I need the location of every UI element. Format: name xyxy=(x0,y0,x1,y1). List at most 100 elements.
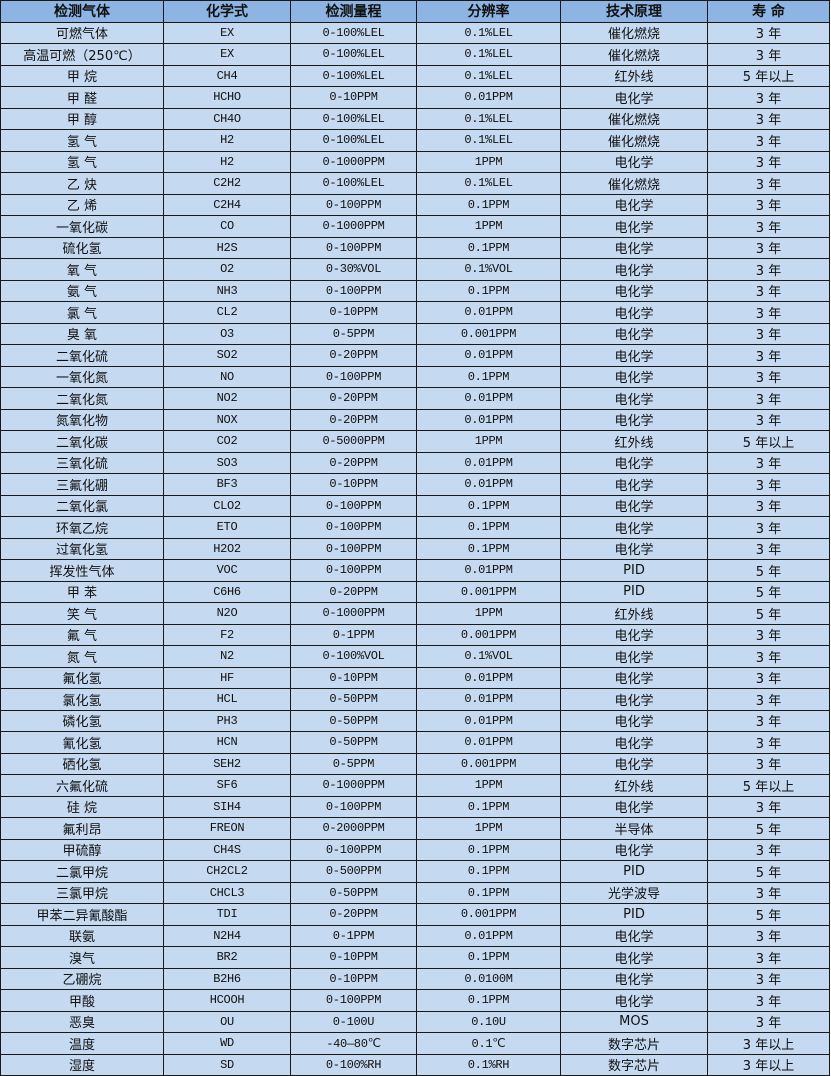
table-row: 二氧化氮 NO2 0-20PPM 0.01PPM 电化学 3 年 xyxy=(0,387,830,410)
resolution-cell: 1PPM xyxy=(416,774,561,797)
principle-cell: PID xyxy=(560,903,708,926)
lifetime-cell: 3 年 xyxy=(707,215,830,238)
range-cell: 0-100%VOL xyxy=(290,645,417,668)
formula-cell: HCHO xyxy=(163,86,291,109)
resolution-cell: 0.1PPM xyxy=(416,860,561,883)
header-range: 检测量程 xyxy=(290,0,417,23)
gas-name-cell: 二氯甲烷 xyxy=(0,860,164,883)
formula-cell: NH3 xyxy=(163,279,291,302)
resolution-cell: 0.01PPM xyxy=(416,924,561,947)
lifetime-cell: 5 年以上 xyxy=(707,64,830,87)
lifetime-cell: 5 年 xyxy=(707,903,830,926)
header-resolution: 分辨率 xyxy=(416,0,561,23)
lifetime-cell: 3 年 xyxy=(707,731,830,754)
table-row: 三氯甲烷 CHCL3 0-50PPM 0.1PPM 光学波导 3 年 xyxy=(0,881,830,904)
principle-cell: 电化学 xyxy=(560,301,708,324)
resolution-cell: 0.001PPM xyxy=(416,752,561,775)
table-row: 臭 氧 O3 0-5PPM 0.001PPM 电化学 3 年 xyxy=(0,322,830,345)
principle-cell: 催化燃烧 xyxy=(560,21,708,44)
resolution-cell: 0.1PPM xyxy=(416,279,561,302)
table-row: 氟化氢 HF 0-10PPM 0.01PPM 电化学 3 年 xyxy=(0,666,830,689)
resolution-cell: 0.1%RH xyxy=(416,1053,561,1076)
lifetime-cell: 3 年 xyxy=(707,946,830,969)
principle-cell: 电化学 xyxy=(560,279,708,302)
resolution-cell: 0.1PPM xyxy=(416,193,561,216)
gas-name-cell: 氮氧化物 xyxy=(0,408,164,431)
table-row: 硒化氢 SEH2 0-5PPM 0.001PPM 电化学 3 年 xyxy=(0,752,830,775)
formula-cell: CH4S xyxy=(163,838,291,861)
principle-cell: 催化燃烧 xyxy=(560,107,708,130)
header-gas: 检测气体 xyxy=(0,0,164,23)
formula-cell: OU xyxy=(163,1010,291,1033)
resolution-cell: 0.1℃ xyxy=(416,1032,561,1055)
table-row: 二氧化氯 CLO2 0-100PPM 0.1PPM 电化学 3 年 xyxy=(0,494,830,517)
range-cell: 0-100PPM xyxy=(290,279,417,302)
lifetime-cell: 5 年以上 xyxy=(707,430,830,453)
formula-cell: ETO xyxy=(163,516,291,539)
table-row: 硫化氢 H2S 0-100PPM 0.1PPM 电化学 3 年 xyxy=(0,236,830,259)
gas-name-cell: 氨 气 xyxy=(0,279,164,302)
range-cell: 0-10PPM xyxy=(290,666,417,689)
gas-name-cell: 氰化氢 xyxy=(0,731,164,754)
lifetime-cell: 3 年 xyxy=(707,193,830,216)
lifetime-cell: 3 年 xyxy=(707,129,830,152)
gas-name-cell: 甲酸 xyxy=(0,989,164,1012)
range-cell: -40—80℃ xyxy=(290,1032,417,1055)
formula-cell: SD xyxy=(163,1053,291,1076)
resolution-cell: 0.01PPM xyxy=(416,709,561,732)
lifetime-cell: 3 年以上 xyxy=(707,1032,830,1055)
lifetime-cell: 3 年 xyxy=(707,408,830,431)
formula-cell: N2 xyxy=(163,645,291,668)
table-row: 甲 苯 C6H6 0-20PPM 0.001PPM PID 5 年 xyxy=(0,580,830,603)
table-row: 二氯甲烷 CH2CL2 0-500PPM 0.1PPM PID 5 年 xyxy=(0,860,830,883)
gas-name-cell: 硒化氢 xyxy=(0,752,164,775)
principle-cell: 电化学 xyxy=(560,150,708,173)
range-cell: 0-5000PPM xyxy=(290,430,417,453)
lifetime-cell: 3 年 xyxy=(707,473,830,496)
resolution-cell: 0.01PPM xyxy=(416,559,561,582)
lifetime-cell: 3 年 xyxy=(707,21,830,44)
gas-name-cell: 二氧化碳 xyxy=(0,430,164,453)
range-cell: 0-20PPM xyxy=(290,451,417,474)
gas-name-cell: 氢 气 xyxy=(0,129,164,152)
lifetime-cell: 3 年 xyxy=(707,838,830,861)
lifetime-cell: 3 年 xyxy=(707,107,830,130)
range-cell: 0-100U xyxy=(290,1010,417,1033)
gas-name-cell: 甲苯二异氰酸酯 xyxy=(0,903,164,926)
principle-cell: 半导体 xyxy=(560,817,708,840)
principle-cell: 电化学 xyxy=(560,666,708,689)
resolution-cell: 0.0100M xyxy=(416,967,561,990)
formula-cell: BF3 xyxy=(163,473,291,496)
gas-name-cell: 二氧化氮 xyxy=(0,387,164,410)
formula-cell: NO xyxy=(163,365,291,388)
range-cell: 0-100%RH xyxy=(290,1053,417,1076)
resolution-cell: 0.1PPM xyxy=(416,516,561,539)
lifetime-cell: 3 年 xyxy=(707,623,830,646)
resolution-cell: 0.1PPM xyxy=(416,365,561,388)
range-cell: 0-10PPM xyxy=(290,86,417,109)
formula-cell: EX xyxy=(163,21,291,44)
resolution-cell: 0.001PPM xyxy=(416,903,561,926)
lifetime-cell: 3 年 xyxy=(707,150,830,173)
principle-cell: 电化学 xyxy=(560,537,708,560)
principle-cell: 电化学 xyxy=(560,236,708,259)
principle-cell: 催化燃烧 xyxy=(560,172,708,195)
resolution-cell: 0.01PPM xyxy=(416,666,561,689)
resolution-cell: 1PPM xyxy=(416,817,561,840)
resolution-cell: 0.01PPM xyxy=(416,688,561,711)
gas-name-cell: 三氯甲烷 xyxy=(0,881,164,904)
gas-name-cell: 三氧化硫 xyxy=(0,451,164,474)
table-row: 氯化氢 HCL 0-50PPM 0.01PPM 电化学 3 年 xyxy=(0,688,830,711)
lifetime-cell: 3 年以上 xyxy=(707,1053,830,1076)
formula-cell: HCOOH xyxy=(163,989,291,1012)
table-row: 甲苯二异氰酸酯 TDI 0-20PPM 0.001PPM PID 5 年 xyxy=(0,903,830,926)
table-row: 乙 炔 C2H2 0-100%LEL 0.1%LEL 催化燃烧 3 年 xyxy=(0,172,830,195)
lifetime-cell: 3 年 xyxy=(707,795,830,818)
formula-cell: CHCL3 xyxy=(163,881,291,904)
principle-cell: 电化学 xyxy=(560,924,708,947)
range-cell: 0-100PPM xyxy=(290,838,417,861)
principle-cell: 催化燃烧 xyxy=(560,129,708,152)
range-cell: 0-10PPM xyxy=(290,301,417,324)
principle-cell: 电化学 xyxy=(560,989,708,1012)
range-cell: 0-1000PPM xyxy=(290,602,417,625)
